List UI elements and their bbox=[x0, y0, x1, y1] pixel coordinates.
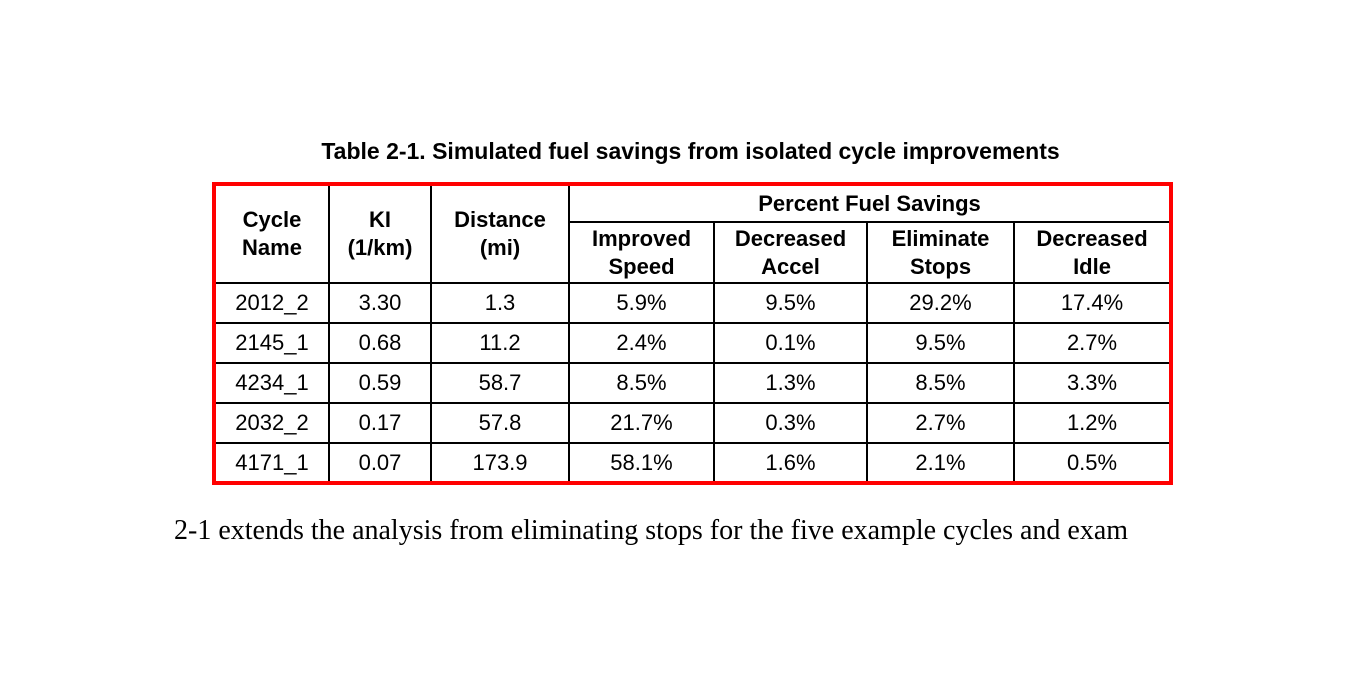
cell-cycle-name: 2012_2 bbox=[213, 282, 330, 324]
table-row: 2032_2 0.17 57.8 21.7% 0.3% 2.7% 1.2% bbox=[213, 402, 1173, 444]
cell-distance: 58.7 bbox=[430, 362, 570, 404]
table-row: 4234_1 0.59 58.7 8.5% 1.3% 8.5% 3.3% bbox=[213, 362, 1173, 404]
cell-ki: 3.30 bbox=[328, 282, 432, 324]
cell-eliminate-stops: 2.7% bbox=[866, 402, 1015, 444]
header-cycle-name: Cycle Name bbox=[213, 183, 330, 284]
cell-eliminate-stops: 9.5% bbox=[866, 322, 1015, 364]
cell-ki: 0.07 bbox=[328, 442, 432, 484]
table-row: 2145_1 0.68 11.2 2.4% 0.1% 9.5% 2.7% bbox=[213, 322, 1173, 364]
cell-cycle-name: 4234_1 bbox=[213, 362, 330, 404]
cell-cycle-name: 4171_1 bbox=[213, 442, 330, 484]
cell-eliminate-stops: 29.2% bbox=[866, 282, 1015, 324]
header-distance: Distance (mi) bbox=[430, 183, 570, 284]
cell-distance: 57.8 bbox=[430, 402, 570, 444]
cell-distance: 173.9 bbox=[430, 442, 570, 484]
cell-ki: 0.17 bbox=[328, 402, 432, 444]
table-subheader-row: Improved Speed Decreased Accel Eliminate… bbox=[214, 221, 1173, 284]
cell-ki: 0.59 bbox=[328, 362, 432, 404]
table-row: 4171_1 0.07 173.9 58.1% 1.6% 2.1% 0.5% bbox=[213, 442, 1173, 484]
cell-decreased-idle: 3.3% bbox=[1012, 362, 1173, 404]
cell-improved-speed: 2.4% bbox=[568, 322, 715, 364]
cell-decreased-idle: 0.5% bbox=[1012, 442, 1173, 484]
cell-distance: 1.3 bbox=[430, 282, 570, 324]
header-eliminate-stops: Eliminate Stops bbox=[866, 221, 1015, 284]
cell-eliminate-stops: 8.5% bbox=[866, 362, 1015, 404]
cell-ki: 0.68 bbox=[328, 322, 432, 364]
cell-decreased-accel: 0.1% bbox=[713, 322, 868, 364]
header-improved-speed: Improved Speed bbox=[568, 221, 715, 284]
cell-cycle-name: 2145_1 bbox=[213, 322, 330, 364]
body-paragraph: 2-1 extends the analysis from eliminatin… bbox=[174, 515, 1129, 546]
table-row: 2012_2 3.30 1.3 5.9% 9.5% 29.2% 17.4% bbox=[213, 282, 1173, 324]
cell-improved-speed: 8.5% bbox=[568, 362, 715, 404]
cell-decreased-idle: 1.2% bbox=[1012, 402, 1173, 444]
header-decreased-accel: Decreased Accel bbox=[713, 221, 868, 284]
cell-improved-speed: 5.9% bbox=[568, 282, 715, 324]
cell-decreased-accel: 1.6% bbox=[713, 442, 868, 484]
cell-cycle-name: 2032_2 bbox=[213, 402, 330, 444]
cell-improved-speed: 21.7% bbox=[568, 402, 715, 444]
table-header-group-row: Cycle Name KI (1/km) Distance (mi) Perce… bbox=[213, 183, 1173, 284]
cell-improved-speed: 58.1% bbox=[568, 442, 715, 484]
header-percent-fuel-savings: Percent Fuel Savings bbox=[567, 183, 1173, 223]
table-caption: Table 2-1. Simulated fuel savings from i… bbox=[321, 138, 1060, 164]
cell-distance: 11.2 bbox=[430, 322, 570, 364]
cell-eliminate-stops: 2.1% bbox=[866, 442, 1015, 484]
cell-decreased-accel: 0.3% bbox=[713, 402, 868, 444]
fuel-savings-table: Cycle Name KI (1/km) Distance (mi) Perce… bbox=[212, 182, 1174, 485]
cell-decreased-idle: 2.7% bbox=[1012, 322, 1173, 364]
cell-decreased-idle: 17.4% bbox=[1012, 282, 1173, 324]
header-decreased-idle: Decreased Idle bbox=[1012, 221, 1173, 284]
cell-decreased-accel: 9.5% bbox=[713, 282, 868, 324]
header-ki: KI (1/km) bbox=[328, 183, 432, 284]
cell-decreased-accel: 1.3% bbox=[713, 362, 868, 404]
